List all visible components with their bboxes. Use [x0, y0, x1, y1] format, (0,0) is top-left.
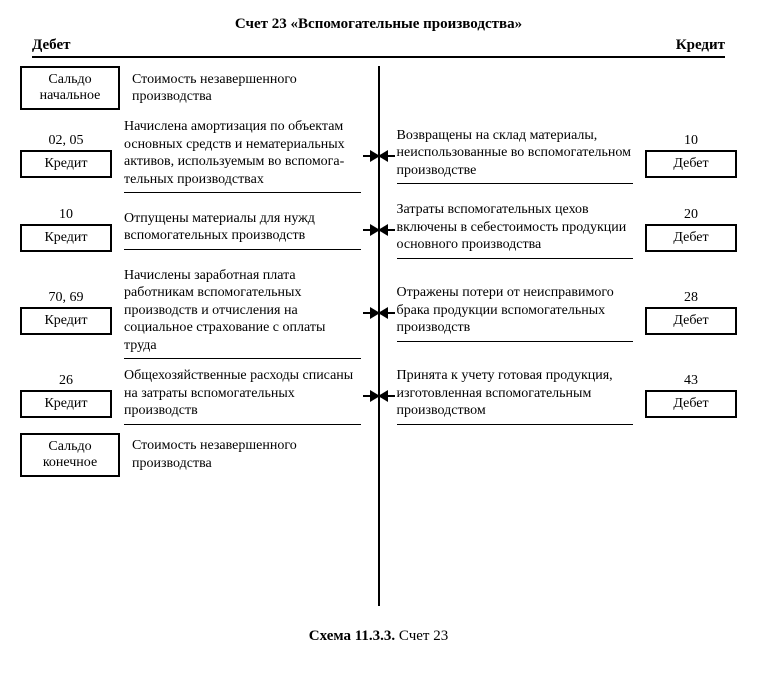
- credit-entry-text: Отражены потери от неиспра­вимого брака …: [397, 284, 634, 342]
- debit-account-side: Кредит: [20, 152, 112, 178]
- caption-bold: Схема 11.3.3.: [309, 628, 395, 644]
- credit-account-block: 43 Дебет: [645, 373, 737, 418]
- debit-account-number: 10: [20, 207, 112, 226]
- caption-rest: Счет 23: [395, 628, 448, 644]
- debit-entry-text: Общехозяйственные расходы списаны на зат…: [124, 367, 361, 425]
- page: Счет 23 «Вспомогательные производства» Д…: [0, 0, 757, 665]
- diagram-title: Счет 23 «Вспомогательные производства»: [20, 16, 737, 33]
- debit-account-block: 02, 05 Кредит: [20, 133, 112, 178]
- debit-entry-text: Отпущены материалы для нужд вспомогатель…: [124, 210, 361, 250]
- entry-row: 26 Кредит Общехозяйственные расходы спис…: [20, 367, 737, 425]
- credit-entry-text: Затраты вспомогательных цехов включены в…: [397, 201, 634, 259]
- credit-account-side: Дебет: [645, 152, 737, 178]
- entry-row: 70, 69 Кредит Начислены заработная плата…: [20, 267, 737, 360]
- saldo-start-text: Стоимость незавершенного производства: [132, 71, 361, 106]
- credit-account-block: 20 Дебет: [645, 207, 737, 252]
- credit-account-block: 10 Дебет: [645, 133, 737, 178]
- figure-caption: Схема 11.3.3. Счет 23: [20, 628, 737, 645]
- t-account-body: Сальдо начальное Стоимость незавершенног…: [20, 66, 737, 606]
- header-credit: Кредит: [676, 37, 725, 54]
- arrow-right-icon: [363, 229, 379, 231]
- arrow-left-icon: [379, 312, 395, 314]
- debit-account-side: Кредит: [20, 392, 112, 418]
- debit-account-number: 02, 05: [20, 133, 112, 152]
- row-saldo-start: Сальдо начальное Стоимость незавершенног…: [20, 66, 737, 110]
- arrow-left-icon: [379, 229, 395, 231]
- saldo-start-box: Сальдо начальное: [20, 66, 120, 110]
- arrow-right-icon: [363, 312, 379, 314]
- debit-account-block: 10 Кредит: [20, 207, 112, 252]
- debit-account-side: Кредит: [20, 309, 112, 335]
- arrow-left-icon: [379, 155, 395, 157]
- credit-account-number: 28: [645, 290, 737, 309]
- saldo-end-text: Стоимость незавершенного производства: [132, 437, 361, 472]
- arrow-left-icon: [379, 395, 395, 397]
- debit-account-number: 26: [20, 373, 112, 392]
- entry-row: 02, 05 Кредит Начислена амортизация по о…: [20, 118, 737, 193]
- credit-account-side: Дебет: [645, 226, 737, 252]
- t-account-header: Дебет Кредит: [32, 37, 725, 58]
- row-saldo-end: Сальдо конечное Стоимость незавершенного…: [20, 433, 737, 477]
- entry-row: 10 Кредит Отпущены материалы для нужд вс…: [20, 201, 737, 259]
- saldo-end-box: Сальдо конечное: [20, 433, 120, 477]
- credit-account-side: Дебет: [645, 392, 737, 418]
- credit-entry-text: Принята к учету готовая про­дукция, изго…: [397, 367, 634, 425]
- credit-account-number: 43: [645, 373, 737, 392]
- debit-entry-text: Начислена амортизация по объектам основн…: [124, 118, 361, 193]
- debit-account-number: 70, 69: [20, 290, 112, 309]
- credit-entry-text: Возвращены на склад мате­риалы, неисполь…: [397, 127, 634, 185]
- header-debit: Дебет: [32, 37, 71, 54]
- arrow-right-icon: [363, 395, 379, 397]
- debit-account-block: 70, 69 Кредит: [20, 290, 112, 335]
- debit-entry-text: Начислены заработная плата работникам вс…: [124, 267, 361, 360]
- debit-account-block: 26 Кредит: [20, 373, 112, 418]
- credit-account-side: Дебет: [645, 309, 737, 335]
- credit-account-block: 28 Дебет: [645, 290, 737, 335]
- credit-account-number: 20: [645, 207, 737, 226]
- debit-account-side: Кредит: [20, 226, 112, 252]
- arrow-right-icon: [363, 155, 379, 157]
- credit-account-number: 10: [645, 133, 737, 152]
